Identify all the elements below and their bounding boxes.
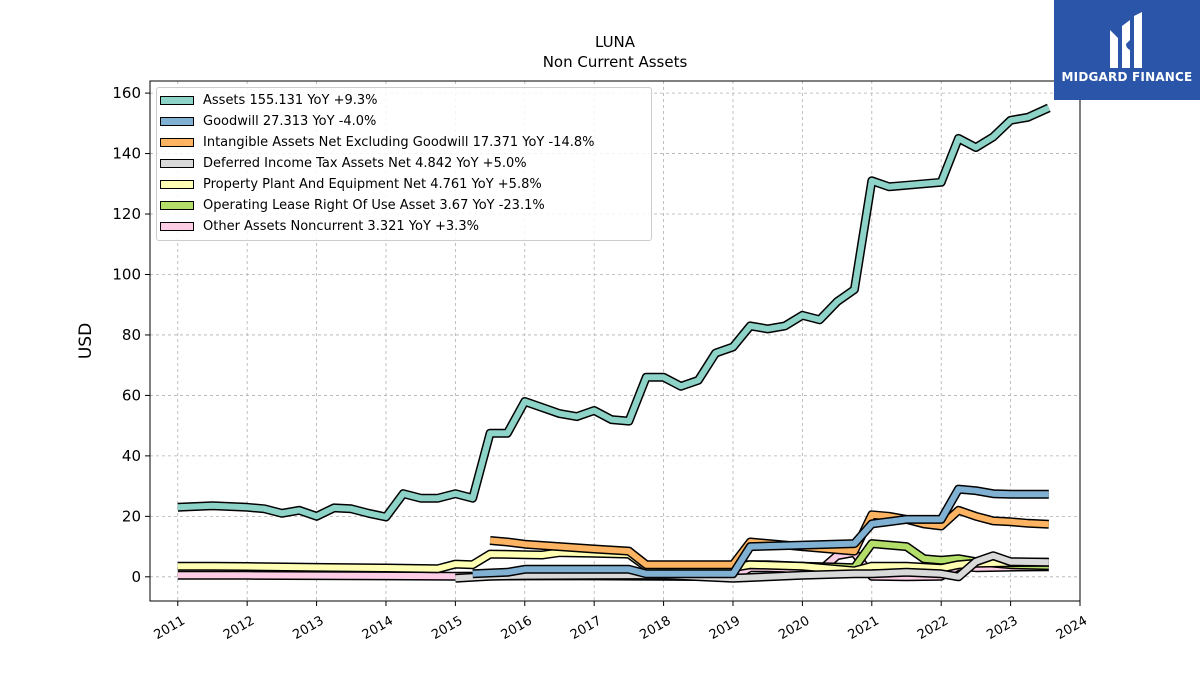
legend-item: Other Assets Noncurrent 3.321 YoY +3.3% <box>160 217 479 235</box>
y-axis-label: USD <box>76 323 96 359</box>
x-tick-label: 2018 <box>637 613 673 643</box>
series-line <box>455 552 1049 582</box>
legend-item: Deferred Income Tax Assets Net 4.842 YoY… <box>160 154 527 172</box>
y-tick-label: 80 <box>122 326 141 344</box>
legend-item: Intangible Assets Net Excluding Goodwill… <box>160 133 594 151</box>
brand-name: MIDGARD FINANCE <box>1061 70 1193 84</box>
legend-item: Operating Lease Right Of Use Asset 3.67 … <box>160 196 545 214</box>
series-line <box>472 486 1049 577</box>
series-line <box>489 507 1049 568</box>
series-intangible-assets-net-excluding-goodwill <box>489 505 1049 570</box>
x-tick-label: 2015 <box>429 613 465 643</box>
legend-swatch <box>160 158 194 168</box>
series-deferred-income-tax-assets-net <box>455 551 1049 583</box>
legend-label: Intangible Assets Net Excluding Goodwill… <box>203 134 595 150</box>
legend-label: Deferred Income Tax Assets Net 4.842 YoY… <box>203 155 527 171</box>
x-tick-label: 2019 <box>707 613 743 643</box>
x-tick-label: 2011 <box>152 613 188 643</box>
x-tick-label: 2014 <box>360 613 396 643</box>
series-line <box>177 105 1051 520</box>
midgard-logo-icon <box>1110 12 1142 68</box>
legend-swatch <box>160 116 194 126</box>
x-tick-label: 2017 <box>568 613 604 643</box>
y-tick-label: 140 <box>112 145 141 163</box>
y-tick-label: 40 <box>122 447 141 465</box>
x-tick-label: 2022 <box>915 613 951 643</box>
x-tick-label: 2024 <box>1054 613 1090 643</box>
legend-label: Goodwill 27.313 YoY -4.0% <box>203 113 377 129</box>
legend-swatch <box>160 200 194 210</box>
series-assets <box>177 103 1051 522</box>
plot-frame <box>149 80 1081 602</box>
x-axis-ticks: 2011 2012 2013 2014 2015 2016 2017 2018 2019 2020… <box>152 601 1090 643</box>
y-axis-ticks: 0 20 40 60 80 100 120 140 160 <box>112 84 150 586</box>
y-tick-label: 20 <box>122 507 141 525</box>
legend-label: Other Assets Noncurrent 3.321 YoY +3.3% <box>203 218 479 234</box>
chart-title: LUNA <box>595 33 636 51</box>
series-lines <box>177 103 1051 583</box>
x-tick-label: 2016 <box>499 613 535 643</box>
legend-item: Property Plant And Equipment Net 4.761 Y… <box>160 175 542 193</box>
legend-label: Operating Lease Right Of Use Asset 3.67 … <box>203 197 545 213</box>
x-tick-label: 2013 <box>290 613 326 643</box>
legend-swatch <box>160 95 194 105</box>
series-goodwill <box>472 484 1049 579</box>
x-tick-label: 2023 <box>984 613 1020 643</box>
x-tick-label: 2012 <box>221 613 257 643</box>
y-tick-label: 120 <box>112 205 141 223</box>
y-tick-label: 60 <box>122 386 141 404</box>
x-tick-label: 2020 <box>776 613 812 643</box>
chart-subtitle: Non Current Assets <box>543 53 688 71</box>
y-tick-label: 0 <box>131 568 141 586</box>
chart-legend: Assets 155.131 YoY +9.3% Goodwill 27.313 … <box>156 87 652 241</box>
legend-label: Assets 155.131 YoY +9.3% <box>203 92 378 108</box>
legend-item: Goodwill 27.313 YoY -4.0% <box>160 112 376 130</box>
legend-label: Property Plant And Equipment Net 4.761 Y… <box>203 176 542 192</box>
legend-swatch <box>160 137 194 147</box>
legend-swatch <box>160 179 194 189</box>
brand-logo: MIDGARD FINANCE <box>1054 0 1200 100</box>
y-tick-label: 160 <box>112 84 141 102</box>
x-tick-label: 2021 <box>846 613 882 643</box>
legend-swatch <box>160 221 194 231</box>
y-tick-label: 100 <box>112 265 141 283</box>
legend-item: Assets 155.131 YoY +9.3% <box>160 91 378 109</box>
